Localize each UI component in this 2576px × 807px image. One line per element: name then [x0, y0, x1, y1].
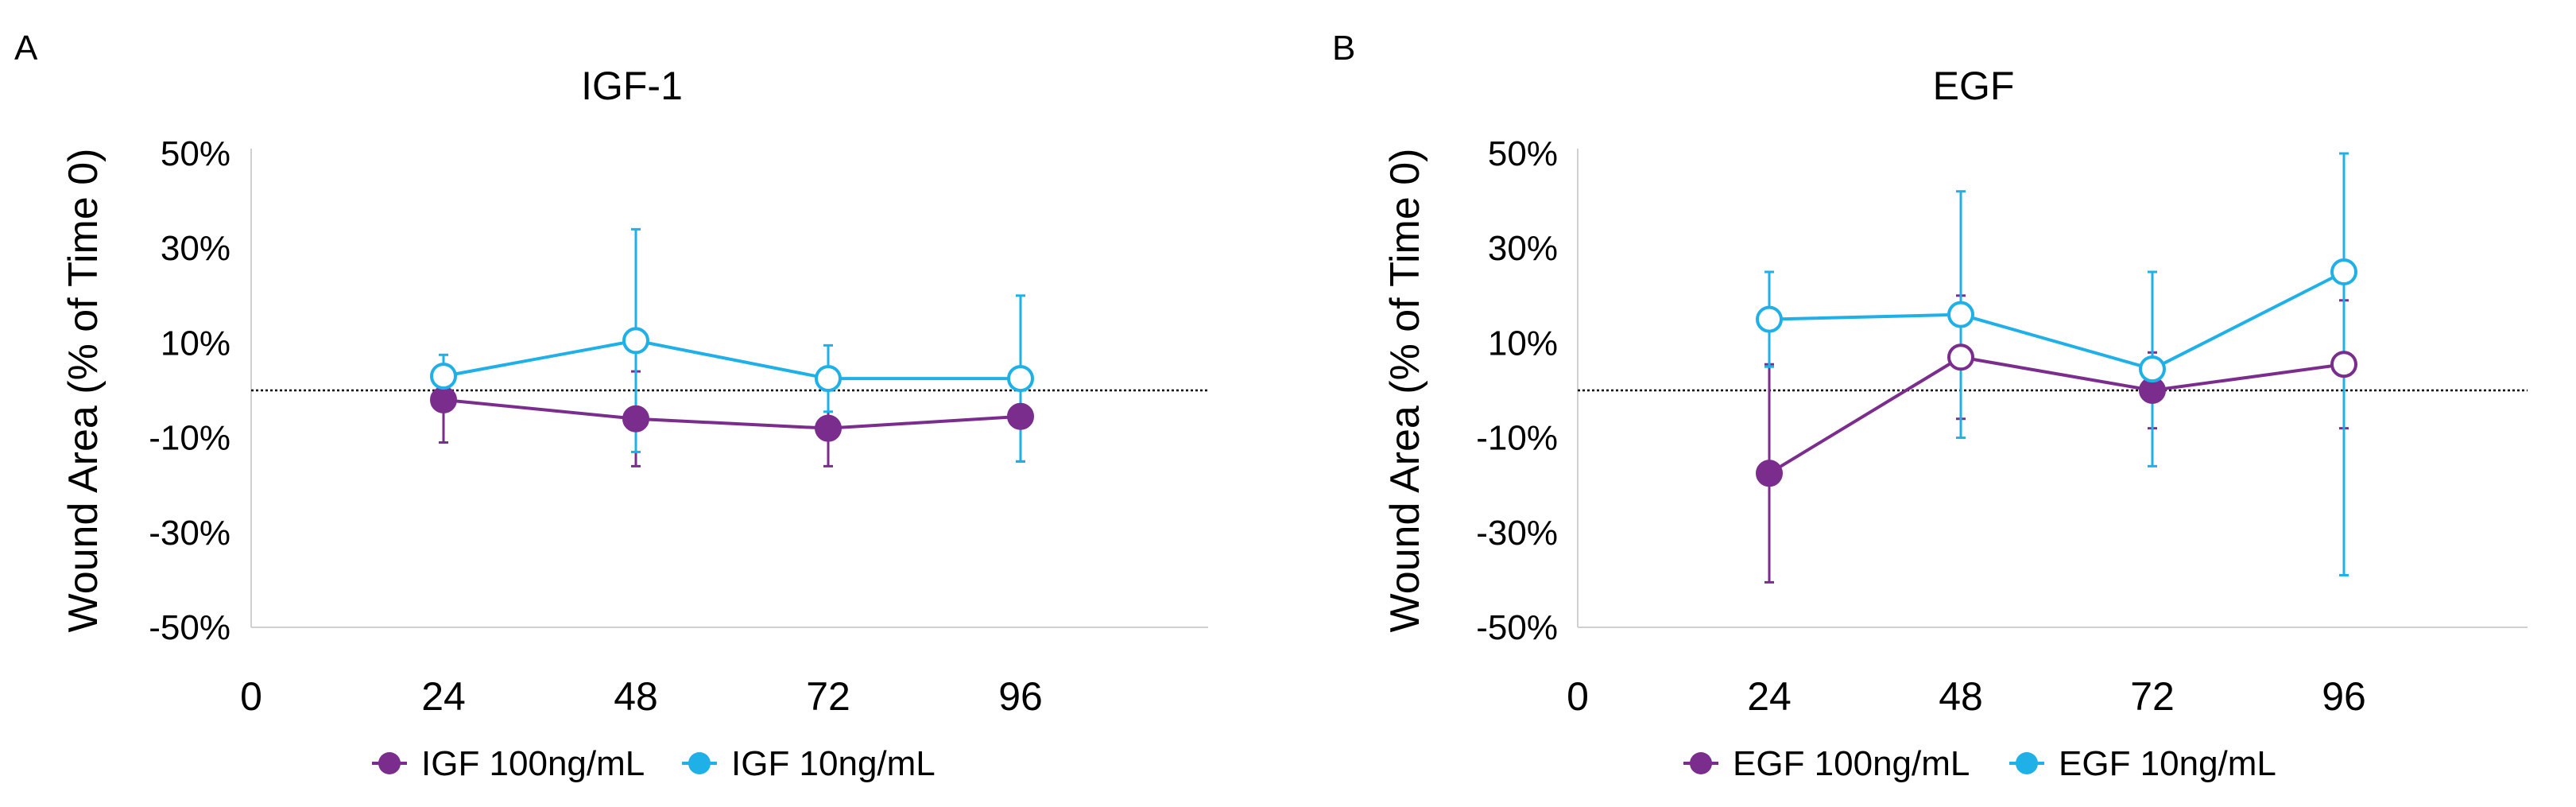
- x-tick-label: 0: [240, 674, 262, 719]
- error-bars-low-dose: [439, 227, 1025, 463]
- data-point: [815, 365, 842, 393]
- series-high-dose: [430, 386, 1034, 442]
- x-tick-label: 72: [806, 674, 850, 719]
- data-point: [1947, 343, 1974, 371]
- data-point: [2139, 355, 2166, 383]
- data-point: [815, 414, 842, 442]
- x-tick-label: 72: [2130, 674, 2175, 719]
- legend-marker: [688, 752, 711, 774]
- x-tick-label: 96: [2322, 674, 2366, 719]
- y-tick-label: -30%: [149, 514, 230, 553]
- chart-panel-b: B EGF Wound Area (% of Time 0) -50% -30% -10%…: [1332, 29, 2528, 783]
- y-tick-label: 30%: [161, 229, 230, 268]
- data-point: [1947, 301, 1974, 328]
- y-tick-label: 30%: [1488, 229, 1558, 268]
- error-bars-low-dose: [1764, 152, 2349, 576]
- legend-marker: [378, 752, 401, 774]
- data-point: [622, 405, 649, 433]
- series-line: [1768, 270, 2345, 371]
- legend-label: EGF 100ng/mL: [1733, 744, 1970, 783]
- y-tick-label: -10%: [1476, 419, 1558, 458]
- data-point: [1007, 365, 1034, 393]
- panel-label: B: [1332, 29, 1355, 68]
- x-tick-label: 24: [421, 674, 466, 719]
- error-bars-high-dose: [439, 370, 1025, 468]
- y-tick-label: -50%: [1476, 608, 1558, 647]
- y-axis-label: Wound Area (% of Time 0): [60, 149, 107, 633]
- data-point: [2330, 258, 2357, 285]
- legend-marker: [2016, 752, 2038, 774]
- y-tick-label: 50%: [161, 134, 230, 173]
- data-point: [2330, 351, 2357, 378]
- x-tick-label: 48: [614, 674, 658, 719]
- x-tick-label: 24: [1747, 674, 1792, 719]
- series-line: [443, 398, 1021, 430]
- y-tick-label: 10%: [1488, 324, 1558, 363]
- chart-panel-a: A IGF-1 Wound Area (% of Time 0) -50% -30% -1…: [14, 29, 1208, 783]
- chart-title: IGF-1: [581, 64, 683, 108]
- data-point: [622, 327, 649, 355]
- data-point: [430, 386, 457, 413]
- legend-label: IGF 10ng/mL: [731, 744, 935, 783]
- data-point: [430, 363, 457, 390]
- legend: IGF 100ng/mL IGF 10ng/mL: [372, 744, 935, 783]
- series-low-dose: [1756, 258, 2357, 383]
- x-tick-label: 96: [998, 674, 1043, 719]
- y-tick-label: 50%: [1488, 134, 1558, 173]
- data-point: [1756, 305, 1783, 333]
- legend-label: IGF 100ng/mL: [421, 744, 645, 783]
- y-tick-label: -30%: [1476, 514, 1558, 553]
- y-tick-label: -10%: [149, 419, 230, 458]
- legend-marker: [1690, 752, 1712, 774]
- data-point: [1007, 402, 1034, 430]
- series-high-dose: [1756, 343, 2357, 487]
- x-tick-label: 0: [1567, 674, 1589, 719]
- x-tick-label: 48: [1939, 674, 1983, 719]
- y-tick-label: 10%: [161, 324, 230, 363]
- series-low-dose: [430, 327, 1034, 393]
- data-point: [1756, 460, 1783, 487]
- y-axis-label: Wound Area (% of Time 0): [1382, 149, 1428, 633]
- series-line: [443, 339, 1021, 381]
- error-bars-high-dose: [1764, 294, 2349, 584]
- legend-label: EGF 10ng/mL: [2059, 744, 2276, 783]
- chart-title: EGF: [1933, 64, 2015, 108]
- y-tick-label: -50%: [149, 608, 230, 647]
- panel-label: A: [14, 29, 38, 68]
- legend: EGF 100ng/mL EGF 10ng/mL: [1683, 744, 2276, 783]
- series-line: [1768, 355, 2345, 475]
